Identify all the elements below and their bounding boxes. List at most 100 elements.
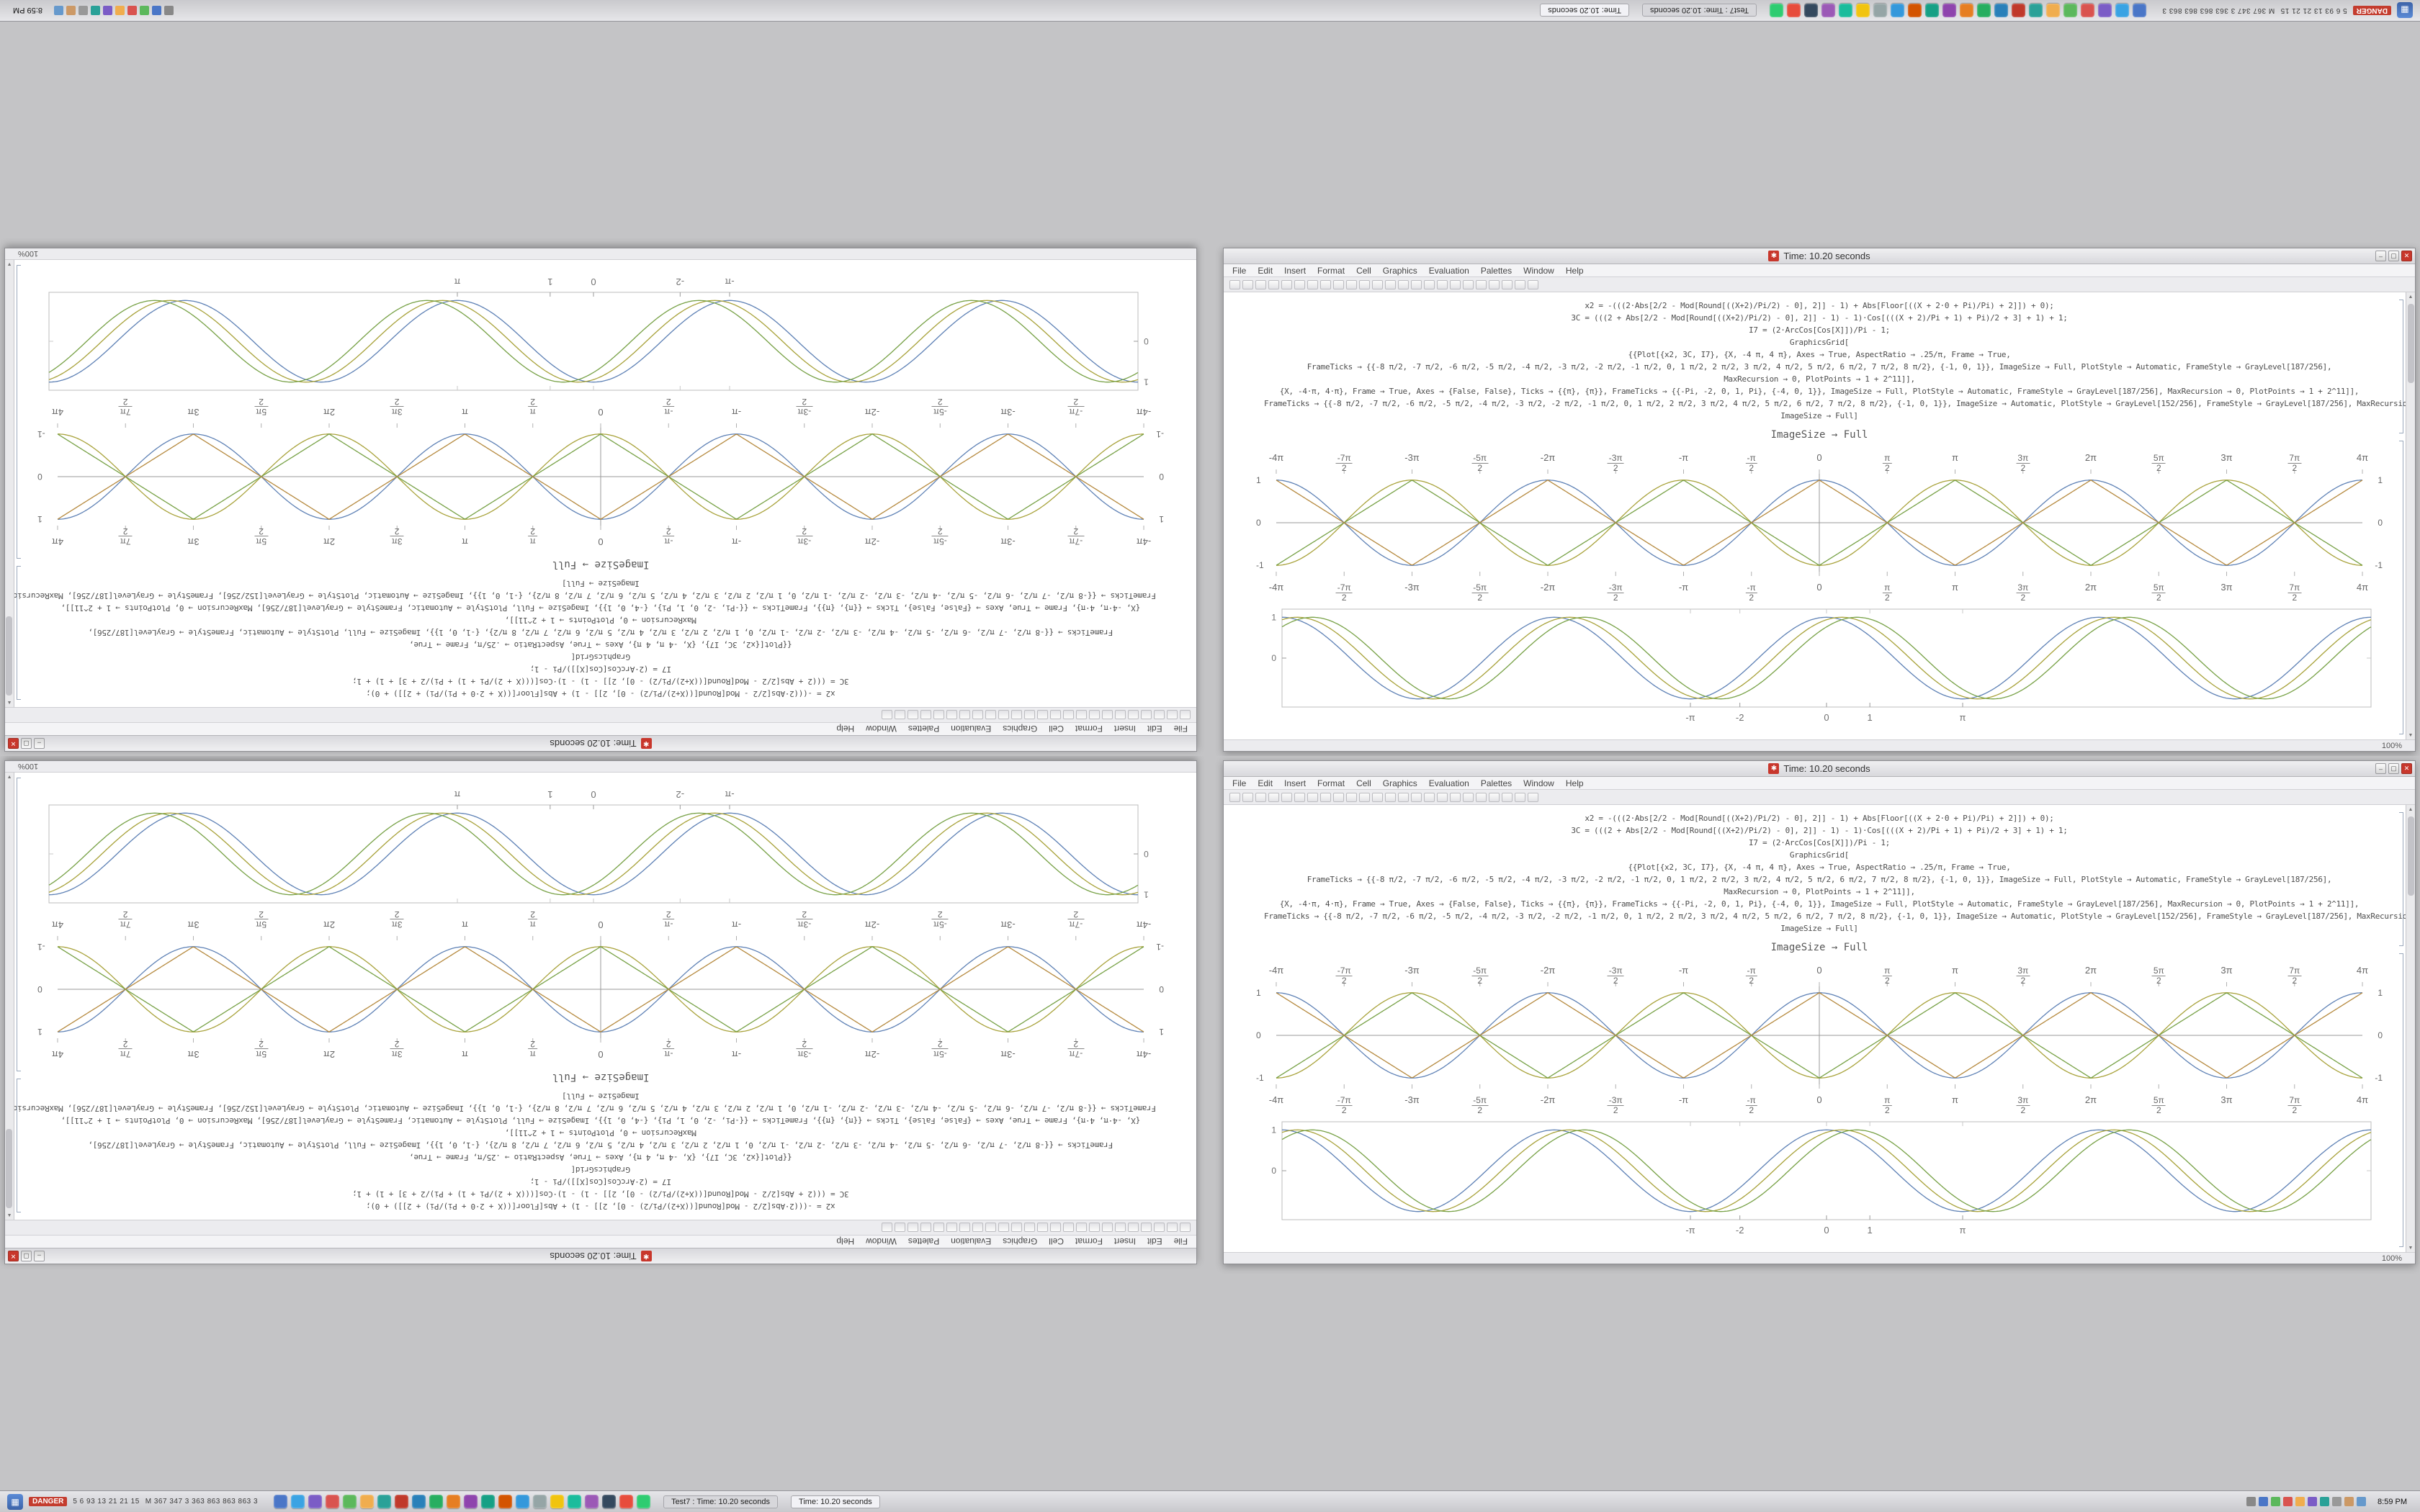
tray-icon[interactable] <box>2295 1497 2305 1506</box>
integral-icon[interactable] <box>1424 792 1435 802</box>
taskbar-app-icon[interactable] <box>1803 4 1818 17</box>
copy-icon[interactable] <box>1115 710 1126 720</box>
menu-cell[interactable]: Cell <box>1356 265 1371 276</box>
taskbar-window-button[interactable]: Test7 : Time: 10.20 seconds <box>663 1495 779 1508</box>
vertical-scrollbar[interactable]: ▲ ▼ <box>2406 805 2415 1252</box>
save-icon[interactable] <box>1154 1223 1165 1233</box>
taskbar-app-icon[interactable] <box>326 1495 340 1508</box>
menu-insert[interactable]: Insert <box>1284 778 1307 788</box>
menu-window[interactable]: Window <box>1523 265 1554 276</box>
tray-icon[interactable] <box>2332 1497 2342 1506</box>
minimize-button[interactable]: – <box>2375 251 2386 261</box>
maximize-button[interactable]: ▢ <box>2388 763 2399 774</box>
code-line[interactable]: 3C = (((2 + Abs[2/2 - Mod[Round[((X+2)/P… <box>352 677 849 686</box>
subscript-icon[interactable] <box>1037 710 1048 720</box>
close-button[interactable]: ✕ <box>8 738 19 749</box>
menu-graphics[interactable]: Graphics <box>1382 778 1417 788</box>
italic-icon[interactable] <box>1050 710 1061 720</box>
tray-icon[interactable] <box>2271 1497 2281 1506</box>
code-line[interactable]: I7 = (2·ArcCos[Cos[X]])/Pi - 1; <box>530 1177 671 1187</box>
cell-bracket[interactable] <box>17 778 21 1071</box>
subscript-icon[interactable] <box>1037 1223 1048 1233</box>
cell-bracket[interactable] <box>2399 812 2403 946</box>
menu-window[interactable]: Window <box>1523 778 1554 788</box>
code-line[interactable]: I7 = (2·ArcCos[Cos[X]])/Pi - 1; <box>1749 325 1890 335</box>
code-line[interactable]: MaxRecursion → 0, PlotPoints → 1 + 2^11]… <box>1724 374 1915 384</box>
close-button[interactable]: ✕ <box>8 1251 19 1261</box>
integral-icon[interactable] <box>985 1223 996 1233</box>
2d-plot-icon[interactable] <box>946 710 957 720</box>
redo-icon[interactable] <box>1333 279 1344 289</box>
code-line[interactable]: ImageSize → Full] <box>562 1092 640 1101</box>
code-line[interactable]: 3C = (((2 + Abs[2/2 - Mod[Round[((X+2)/P… <box>1571 826 2068 835</box>
tray-icon[interactable] <box>2246 1497 2257 1506</box>
scrollbar-thumb[interactable] <box>6 616 13 696</box>
code-line[interactable]: x2 = -(((2·Abs[2/2 - Mod[Round[((X+2)/Pi… <box>1585 301 2054 310</box>
menu-file[interactable]: File <box>1173 724 1188 734</box>
menu-palettes[interactable]: Palettes <box>908 1236 940 1247</box>
menu-format[interactable]: Format <box>1075 1236 1103 1247</box>
animator-icon[interactable] <box>1502 792 1512 802</box>
tray-icon[interactable] <box>66 6 76 15</box>
2d-plot-icon[interactable] <box>946 1223 957 1233</box>
taskbar-window-button-active[interactable]: Time: 10.20 seconds <box>791 1495 880 1508</box>
taskbar-app-icon[interactable] <box>412 1495 426 1508</box>
abort-icon[interactable] <box>1528 792 1538 802</box>
new-cell-icon[interactable] <box>1180 710 1191 720</box>
code-line[interactable]: {X, -4·π, 4·π}, Frame → True, Axes → {Fa… <box>60 1116 1141 1125</box>
menu-evaluation[interactable]: Evaluation <box>951 1236 992 1247</box>
code-line[interactable]: FrameTicks → {{-8 π/2, -7 π/2, -6 π/2, -… <box>1264 399 2415 408</box>
open-icon[interactable] <box>1242 792 1253 802</box>
input-cell-code[interactable]: x2 = -(((2·Abs[2/2 - Mod[Round[((X+2)/Pi… <box>5 577 1156 700</box>
print-icon[interactable] <box>1141 1223 1152 1233</box>
menu-graphics[interactable]: Graphics <box>1003 1236 1038 1247</box>
taskbar-app-icon[interactable] <box>1769 4 1783 17</box>
undo-icon[interactable] <box>1320 792 1331 802</box>
taskbar-app-icon[interactable] <box>274 1495 288 1508</box>
taskbar-app-icon[interactable] <box>343 1495 357 1508</box>
taskbar-app-icon[interactable] <box>637 1495 651 1508</box>
tray-icon[interactable] <box>2344 1497 2354 1506</box>
paste-icon[interactable] <box>1307 792 1318 802</box>
window-titlebar[interactable]: ✱ Time: 10.20 seconds – ▢ ✕ <box>5 735 1196 751</box>
menu-graphics[interactable]: Graphics <box>1382 265 1417 276</box>
2d-plot-icon[interactable] <box>1463 792 1474 802</box>
taskbar-app-icon[interactable] <box>2097 4 2112 17</box>
vertical-scrollbar[interactable]: ▲ ▼ <box>2406 292 2415 739</box>
cut-icon[interactable] <box>1128 710 1139 720</box>
superscript-icon[interactable] <box>1385 792 1396 802</box>
new-cell-icon[interactable] <box>1180 1223 1191 1233</box>
menu-edit[interactable]: Edit <box>1147 724 1162 734</box>
abort-icon[interactable] <box>882 1223 892 1233</box>
code-line[interactable]: ImageSize → Full] <box>562 579 640 588</box>
code-line[interactable]: {{Plot[{x2, 3C, I7}, {X, -4 π, 4 π}, Axe… <box>409 1153 792 1162</box>
taskbar-app-icon[interactable] <box>2115 4 2129 17</box>
menu-evaluation[interactable]: Evaluation <box>1428 265 1469 276</box>
maximize-button[interactable]: ▢ <box>2388 251 2399 261</box>
taskbar-app-icon[interactable] <box>2063 4 2077 17</box>
menu-format[interactable]: Format <box>1317 778 1345 788</box>
taskbar-app-icon[interactable] <box>1786 4 1801 17</box>
menu-format[interactable]: Format <box>1075 724 1103 734</box>
menu-evaluation[interactable]: Evaluation <box>951 724 992 734</box>
menu-palettes[interactable]: Palettes <box>908 724 940 734</box>
menu-palettes[interactable]: Palettes <box>1480 265 1512 276</box>
taskbar-app-icon[interactable] <box>308 1495 323 1508</box>
sum-icon[interactable] <box>972 710 983 720</box>
taskbar-window-button-active[interactable]: Time: 10.20 seconds <box>1540 4 1629 17</box>
undo-icon[interactable] <box>1320 279 1331 289</box>
taskbar-app-icon[interactable] <box>2080 4 2094 17</box>
taskbar-app-icon[interactable] <box>464 1495 478 1508</box>
taskbar-app-icon[interactable] <box>2028 4 2043 17</box>
taskbar-app-icon[interactable] <box>395 1495 409 1508</box>
menu-graphics[interactable]: Graphics <box>1003 724 1038 734</box>
taskbar-app-icon[interactable] <box>1873 4 1887 17</box>
code-line[interactable]: ImageSize → Full] <box>1780 924 1858 933</box>
new-cell-icon[interactable] <box>1229 792 1240 802</box>
menu-cell[interactable]: Cell <box>1356 778 1371 788</box>
fraction-icon[interactable] <box>1011 710 1022 720</box>
code-line[interactable]: x2 = -(((2·Abs[2/2 - Mod[Round[((X+2)/Pi… <box>366 1202 835 1211</box>
italic-icon[interactable] <box>1359 792 1370 802</box>
code-line[interactable]: I7 = (2·ArcCos[Cos[X]])/Pi - 1; <box>1749 838 1890 847</box>
slider-icon[interactable] <box>1489 279 1500 289</box>
